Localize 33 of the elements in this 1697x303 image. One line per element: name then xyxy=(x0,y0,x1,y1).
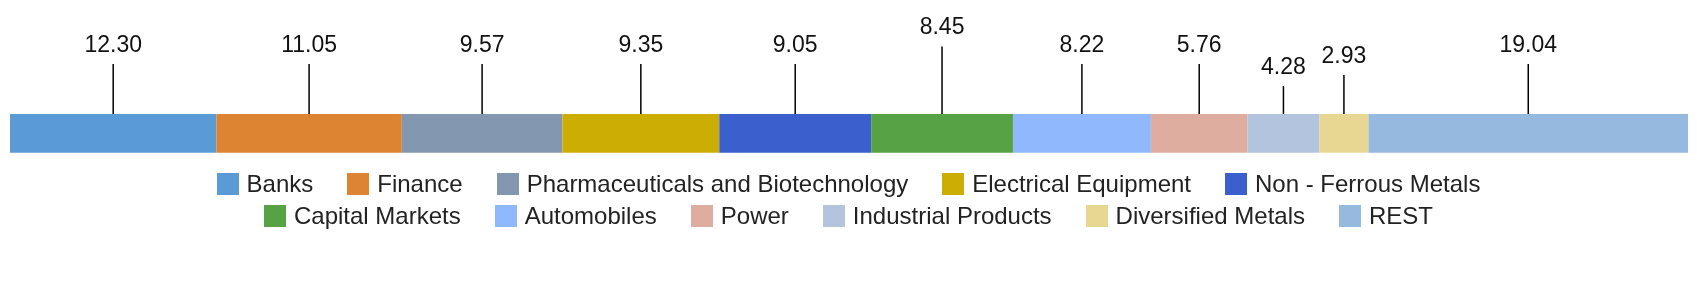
bar xyxy=(1150,114,1248,153)
data-label: 9.57 xyxy=(459,31,505,57)
bar xyxy=(1368,114,1688,153)
legend-label: Non - Ferrous Metals xyxy=(1255,170,1481,198)
data-label: 11.05 xyxy=(281,31,338,57)
bar xyxy=(1319,114,1369,153)
legend-label: Automobiles xyxy=(524,202,657,230)
legend-label: Pharmaceuticals and Biotechnology xyxy=(526,170,909,198)
bar xyxy=(719,114,872,153)
bar xyxy=(1247,114,1320,153)
data-label: 8.22 xyxy=(1059,31,1105,57)
legend-label: Diversified Metals xyxy=(1115,202,1305,230)
legend-label: Industrial Products xyxy=(852,202,1052,230)
bar xyxy=(10,114,217,153)
bar xyxy=(562,114,720,153)
data-label: 9.35 xyxy=(618,31,664,57)
legend-label: REST xyxy=(1368,202,1433,230)
data-label: 19.04 xyxy=(1499,31,1558,57)
legend-label: Power xyxy=(720,202,789,230)
data-label: 4.28 xyxy=(1261,53,1306,79)
bar xyxy=(1012,114,1151,153)
bar xyxy=(401,114,563,153)
bar xyxy=(216,114,402,153)
legend-label: Finance xyxy=(377,170,463,198)
legend-label: Banks xyxy=(246,170,314,198)
data-label: 2.93 xyxy=(1321,42,1367,68)
data-label: 9.05 xyxy=(772,31,818,57)
data-label: 12.30 xyxy=(84,31,142,57)
legend-label: Capital Markets xyxy=(293,202,461,230)
bar xyxy=(871,114,1013,153)
legend-label: Electrical Equipment xyxy=(972,170,1191,198)
data-label: 8.45 xyxy=(919,13,965,40)
data-label: 5.76 xyxy=(1176,31,1222,57)
